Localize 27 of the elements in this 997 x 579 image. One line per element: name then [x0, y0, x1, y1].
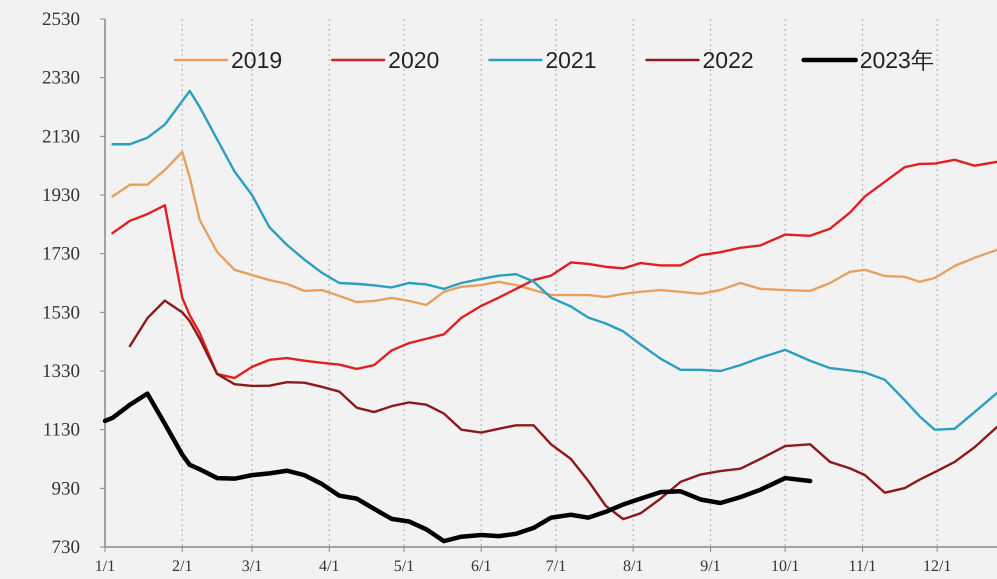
- y-tick-label: 2330: [42, 68, 80, 89]
- x-tick-label: 2/1: [172, 558, 192, 575]
- y-tick-label: 1530: [42, 302, 80, 324]
- legend-label: 2022: [702, 47, 754, 73]
- y-tick-label: 1930: [42, 185, 80, 206]
- x-tick-label: 12/1: [922, 558, 952, 575]
- legend-label: 2020: [388, 47, 440, 73]
- legend-label: 2019: [231, 47, 282, 73]
- y-tick-label: 1130: [42, 420, 80, 441]
- x-tick-label: 3/1: [242, 558, 262, 575]
- x-tick-label: 9/1: [700, 558, 721, 575]
- y-tick-label: 930: [52, 478, 80, 500]
- x-tick-label: 8/1: [622, 558, 644, 575]
- legend-label: 2021: [545, 47, 597, 73]
- y-tick-label: 2130: [42, 126, 80, 148]
- x-tick-label: 10/1: [770, 558, 800, 575]
- x-tick-label: 4/1: [319, 558, 340, 575]
- x-tick-label: 1/1: [94, 558, 116, 575]
- y-tick-label: 730: [52, 537, 80, 558]
- y-tick-label: 1730: [42, 244, 80, 265]
- x-tick-label: 11/1: [848, 558, 876, 575]
- legend-label: 2023年: [860, 47, 934, 73]
- x-tick-label: 6/1: [471, 558, 492, 575]
- x-tick-label: 5/1: [394, 558, 414, 575]
- y-tick-label: 2530: [42, 9, 80, 30]
- y-tick-label: 1330: [42, 361, 80, 382]
- x-tick-label: 7/1: [546, 558, 566, 575]
